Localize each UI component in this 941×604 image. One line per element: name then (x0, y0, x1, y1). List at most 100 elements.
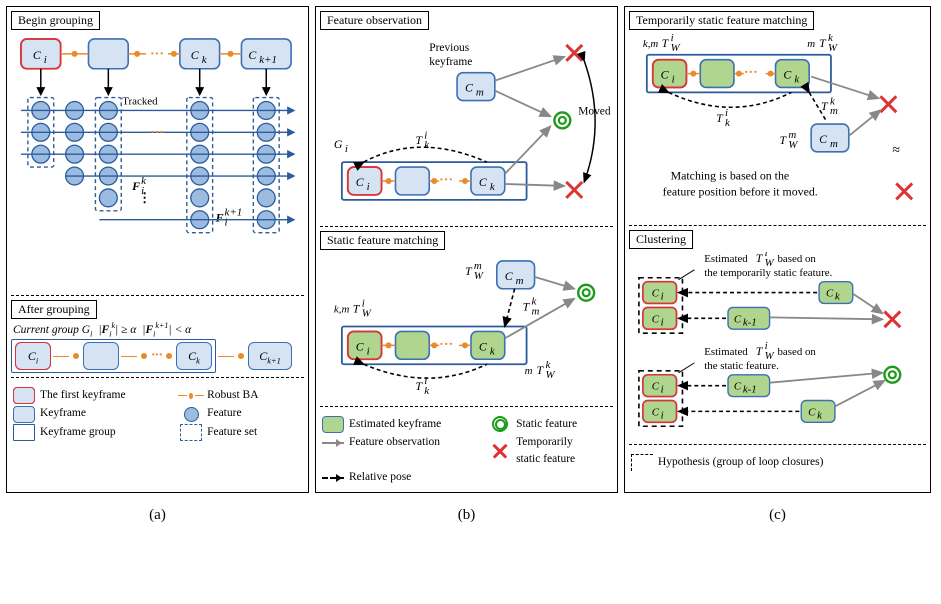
title-temp-matching: Temporarily static feature matching (629, 11, 814, 30)
svg-text:T: T (819, 36, 827, 50)
svg-text:T: T (415, 379, 423, 393)
svg-text:T: T (537, 363, 545, 377)
svg-text:···: ··· (744, 65, 758, 80)
legend-a: The first keyframe Robust BA Keyframe Fe… (11, 386, 304, 442)
svg-text:i: i (225, 217, 228, 229)
svg-text:⋮: ⋮ (138, 190, 151, 205)
legend-kf: Keyframe (40, 405, 86, 422)
legend-feature: Feature (207, 405, 241, 422)
svg-text:C: C (248, 48, 257, 62)
legend-divider-a (11, 377, 304, 378)
svg-text:Tracked: Tracked (122, 96, 158, 108)
svg-text:≈: ≈ (892, 142, 900, 157)
svg-text:W: W (671, 42, 681, 54)
legend-relpose: Relative pose (349, 469, 411, 486)
svg-text:k,m: k,m (334, 303, 350, 315)
svg-text:C: C (33, 48, 42, 62)
cond1: |Fik| ≥ α (98, 324, 136, 336)
svg-text:G: G (334, 137, 343, 151)
legend-kf-icon (13, 406, 35, 423)
panel-c: Temporarily static feature matching k,mT… (624, 6, 931, 493)
begin-grouping-diagram: Ci Ck Ck+1 ··· (11, 33, 304, 291)
svg-text:F: F (215, 211, 224, 225)
panel-b: Feature observation Previous keyframe Cm (315, 6, 618, 493)
svg-text:Estimated: Estimated (704, 346, 748, 358)
title-static-matching: Static feature matching (320, 231, 445, 250)
divider-b (320, 226, 613, 227)
legend-static: Static feature (516, 416, 577, 433)
svg-text:based on: based on (778, 253, 817, 265)
legend-divider-b (320, 406, 613, 407)
legend-b: Estimated keyframe Static feature Featur… (320, 415, 613, 488)
svg-text:k+1: k+1 (259, 54, 277, 66)
svg-text:k-1: k-1 (743, 316, 757, 328)
svg-text:i: i (661, 291, 664, 303)
temp-matching-diagram: k,mTiW mTkW Ci ··· Ck Tik Cm TmW Tkm (629, 33, 926, 221)
svg-text:C: C (734, 381, 742, 393)
svg-text:i: i (672, 73, 675, 85)
svg-text:T: T (756, 344, 764, 358)
svg-text:C: C (734, 313, 742, 325)
after-cond-row: Current group Gi |Fik| ≥ α |Fik+1| < α (13, 324, 304, 336)
kf-Ck: Ck (176, 342, 212, 370)
svg-text:C: C (356, 339, 365, 353)
svg-text:T: T (756, 252, 764, 265)
svg-text:i: i (661, 316, 664, 328)
svg-text:m: m (476, 87, 484, 99)
svg-text:W: W (545, 369, 555, 381)
legend-first-kf-icon (13, 387, 35, 404)
kf-Ci: Ci (15, 342, 51, 370)
svg-text:i: i (661, 409, 664, 421)
svg-text:C: C (652, 381, 660, 393)
legend-hyp-icon (631, 454, 653, 471)
svg-text:Previous: Previous (429, 42, 469, 54)
svg-text:k-1: k-1 (743, 384, 757, 396)
svg-text:Matching is based on the: Matching is based on the (671, 169, 790, 183)
svg-text:the temporarily static feature: the temporarily static feature. (704, 267, 832, 279)
divider-c (629, 225, 926, 226)
svg-text:Estimated: Estimated (704, 253, 748, 265)
svg-text:k: k (424, 385, 429, 397)
legend-temp-icon (492, 443, 508, 459)
svg-text:k: k (835, 291, 840, 303)
svg-text:m: m (532, 305, 540, 317)
legend-feature-icon (184, 407, 199, 422)
svg-text:T: T (716, 111, 724, 125)
svg-text:k,m: k,m (643, 38, 659, 50)
svg-text:T: T (465, 264, 473, 278)
legend-est-kf-icon (322, 416, 344, 433)
svg-text:keyframe: keyframe (429, 56, 472, 68)
legend-group: Keyframe group (40, 424, 116, 441)
svg-text:m: m (516, 274, 524, 286)
svg-text:C: C (661, 68, 670, 82)
kf-blank (83, 342, 119, 370)
svg-text:C: C (191, 48, 200, 62)
svg-text:T: T (779, 133, 787, 147)
caption-a: (a) (6, 507, 309, 524)
svg-text:C: C (783, 68, 792, 82)
panel-a: Begin grouping Ci Ck (6, 6, 309, 493)
svg-text:k: k (794, 73, 799, 85)
svg-text:T: T (523, 299, 531, 313)
svg-text:m: m (525, 365, 533, 377)
title-feature-observation: Feature observation (320, 11, 429, 30)
legend-obs-icon (322, 442, 344, 444)
title-begin-grouping: Begin grouping (11, 11, 100, 30)
svg-text:C: C (479, 339, 488, 353)
static-matching-diagram: TmW Cm k,mTiW Ci ··· Ck Tkm mTkW (320, 253, 613, 402)
svg-text:k: k (817, 409, 822, 421)
svg-text:C: C (652, 313, 660, 325)
svg-text:C: C (479, 175, 488, 189)
svg-text:i: i (367, 345, 370, 357)
svg-text:T: T (662, 36, 670, 50)
svg-text:T: T (353, 301, 361, 315)
svg-text:W: W (828, 42, 838, 54)
legend-relpose-icon (322, 477, 344, 479)
title-clustering: Clustering (629, 230, 693, 249)
svg-text:i: i (44, 54, 47, 66)
svg-text:C: C (826, 288, 834, 300)
svg-text:C: C (652, 288, 660, 300)
legend-hyp: Hypothesis (group of loop closures) (658, 454, 823, 471)
clustering-diagram: Estimated TiW based on the temporarily s… (629, 252, 926, 440)
svg-text:C: C (356, 175, 365, 189)
